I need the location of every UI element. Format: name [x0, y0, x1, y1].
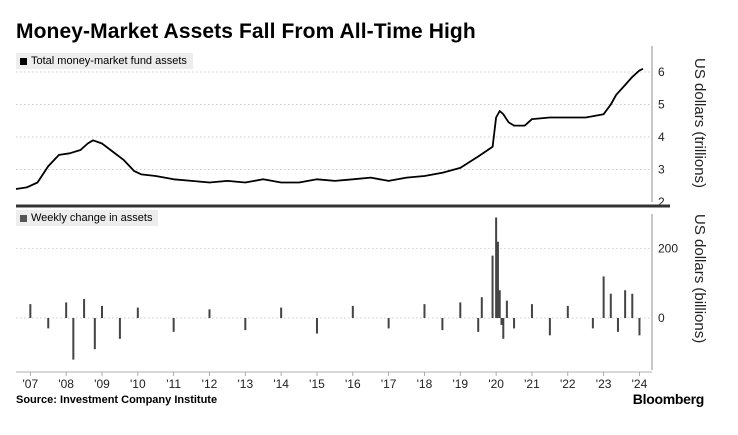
bar-weekly-change [65, 302, 68, 318]
x-tick-label: '13 [237, 377, 253, 391]
bar-weekly-change [602, 276, 605, 318]
bar-weekly-change [624, 290, 627, 318]
x-tick-label: '12 [202, 377, 218, 391]
bar-weekly-change [100, 305, 103, 318]
x-tick-label: '09 [94, 377, 110, 391]
bar-weekly-change [505, 300, 508, 318]
x-tick-label: '08 [58, 377, 74, 391]
bar-weekly-change [93, 318, 96, 350]
bar-weekly-change [631, 293, 634, 318]
bar-weekly-change [591, 318, 594, 329]
legend-label: Total money-market fund assets [31, 55, 187, 67]
legend-weekly-change: Weekly change in assets [16, 210, 159, 226]
bar-weekly-change [29, 304, 32, 318]
legend-label: Weekly change in assets [31, 212, 153, 224]
legend-swatch [20, 214, 27, 222]
source-note: Source: Investment Company Institute [16, 394, 218, 406]
bar-weekly-change [566, 305, 569, 318]
bar-weekly-change [118, 318, 121, 339]
y-tick-label: 2 [658, 195, 665, 209]
bar-weekly-change [459, 302, 462, 318]
bar-weekly-change [477, 318, 480, 332]
bar-weekly-change [441, 318, 444, 331]
y-tick-label: 0 [658, 311, 665, 325]
bar-weekly-change [244, 318, 247, 331]
bar-weekly-change [136, 307, 139, 318]
x-tick-label: '15 [309, 377, 325, 391]
bar-weekly-change [315, 318, 318, 334]
bar-weekly-change [500, 318, 503, 325]
bar-weekly-change [208, 309, 211, 318]
bar-weekly-change [172, 318, 175, 332]
bar-weekly-change [72, 318, 75, 360]
x-tick-label: '16 [345, 377, 361, 391]
bar-weekly-change [638, 318, 641, 336]
x-tick-label: '19 [452, 377, 468, 391]
bar-weekly-change [548, 318, 551, 336]
bar-weekly-change [280, 307, 283, 318]
x-tick-label: '24 [632, 377, 648, 391]
bar-weekly-change [351, 305, 354, 318]
page-title: Money-Market Assets Fall From All-Time H… [16, 20, 476, 43]
bar-weekly-change [530, 304, 533, 318]
bar-weekly-change [496, 241, 499, 318]
bar-weekly-change [47, 318, 50, 329]
bar-weekly-change [491, 255, 494, 318]
y-tick-label: 6 [658, 65, 665, 79]
bar-weekly-change [502, 318, 505, 339]
x-tick-label: '23 [596, 377, 612, 391]
legend-swatch [20, 57, 27, 65]
bar-weekly-change [387, 318, 390, 329]
bottom-y-axis-label: US dollars (billions) [691, 214, 708, 344]
bar-weekly-change [513, 318, 516, 329]
y-tick-label: 4 [658, 130, 665, 144]
x-tick-label: '14 [273, 377, 289, 391]
x-tick-label: '07 [23, 377, 39, 391]
bar-weekly-change [480, 297, 483, 318]
bar-weekly-change [495, 217, 498, 318]
y-tick-label: 5 [658, 98, 665, 112]
top-y-axis-label: US dollars (trillions) [691, 58, 708, 189]
x-tick-label: '17 [381, 377, 397, 391]
bar-weekly-change [83, 298, 86, 318]
x-tick-label: '10 [130, 377, 146, 391]
series-line-total-assets [15, 67, 644, 190]
bar-weekly-change [423, 304, 426, 318]
bloomberg-logo: Bloomberg [632, 391, 705, 407]
y-tick-label: 200 [658, 242, 678, 256]
x-tick-label: '22 [560, 377, 576, 391]
y-tick-label: 3 [658, 163, 665, 177]
legend-total-assets: Total money-market fund assets [16, 53, 193, 69]
x-tick-label: '18 [417, 377, 433, 391]
bar-weekly-change [609, 293, 612, 318]
bar-weekly-change [498, 290, 501, 318]
x-tick-label: '21 [524, 377, 540, 391]
bar-weekly-change [616, 318, 619, 332]
x-tick-label: '11 [166, 377, 181, 391]
x-tick-label: '20 [488, 377, 504, 391]
